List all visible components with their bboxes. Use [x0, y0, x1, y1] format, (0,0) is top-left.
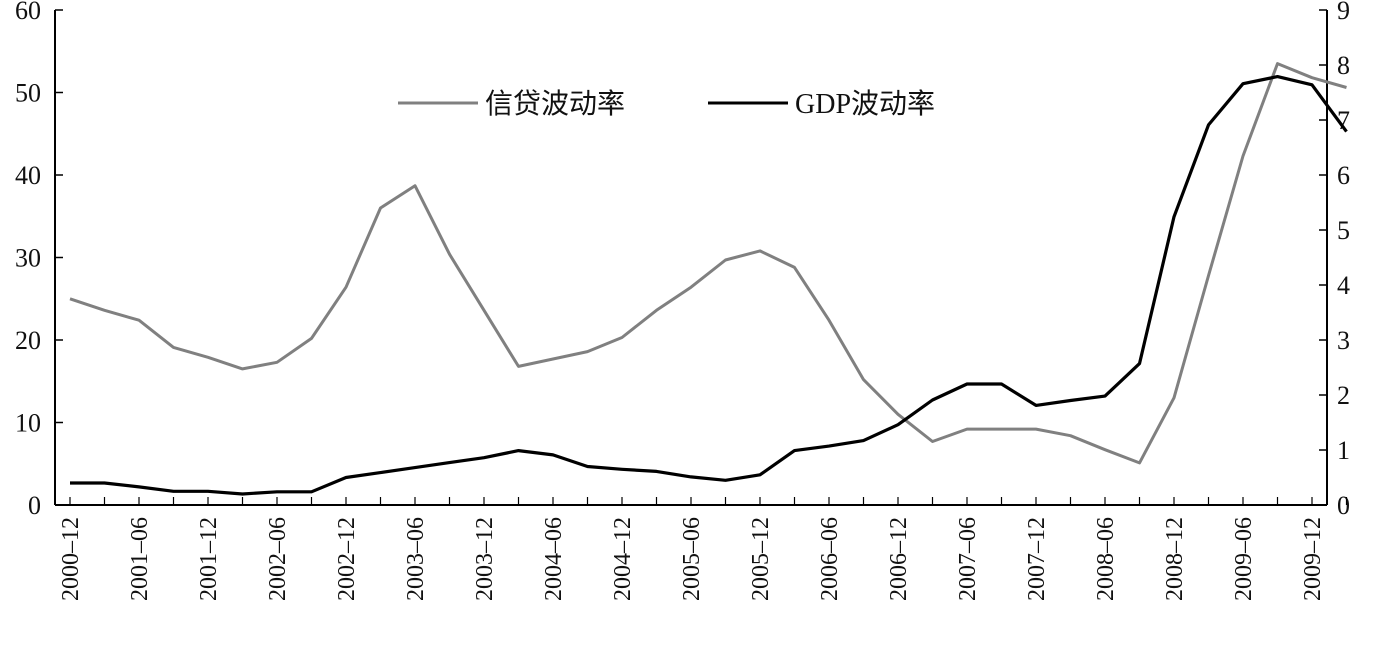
left-tick-label: 60: [15, 0, 41, 25]
right-tick-label: 5: [1337, 216, 1350, 245]
right-tick-label: 2: [1337, 381, 1350, 410]
x-tick-label: 2004–12: [610, 517, 636, 601]
x-tick-label: 2007–12: [1024, 517, 1050, 601]
x-tick-label: 2003–12: [472, 517, 498, 601]
x-tick-label: 2008–12: [1162, 517, 1188, 601]
legend-label: GDP波动率: [795, 88, 935, 120]
right-tick-label: 9: [1337, 0, 1350, 25]
left-tick-label: 40: [15, 161, 41, 190]
right-tick-label: 7: [1337, 106, 1350, 135]
right-tick-label: 8: [1337, 51, 1350, 80]
right-tick-label: 3: [1337, 326, 1350, 355]
left-tick-label: 0: [28, 491, 41, 520]
x-tick-label: 2000–12: [58, 517, 84, 601]
x-tick-label: 2002–06: [265, 517, 291, 601]
x-tick-label: 2009–12: [1300, 517, 1326, 601]
x-tick-label: 2004–06: [541, 517, 567, 601]
series-line-credit-volatility: [69, 62, 1347, 465]
right-tick-label: 0: [1337, 491, 1350, 520]
x-tick-label: 2005–12: [748, 517, 774, 601]
x-tick-label: 2005–06: [679, 517, 705, 601]
x-tick-label: 2008–06: [1093, 517, 1119, 601]
x-tick-label: 2002–12: [334, 517, 360, 601]
legend-label: 信贷波动率: [485, 88, 625, 120]
right-tick-label: 4: [1337, 271, 1350, 300]
x-tick-label: 2003–06: [403, 517, 429, 601]
left-tick-label: 20: [15, 326, 41, 355]
x-tick-label: 2009–06: [1231, 517, 1257, 601]
x-tick-label: 2007–06: [955, 517, 981, 601]
x-tick-label: 2006–12: [886, 517, 912, 601]
right-tick-label: 6: [1337, 161, 1350, 190]
x-tick-label: 2006–06: [817, 517, 843, 601]
x-tick-label: 2001–06: [127, 517, 153, 601]
right-tick-label: 1: [1337, 436, 1350, 465]
left-tick-label: 30: [15, 244, 41, 273]
series-line-gdp-volatility: [70, 74, 1348, 496]
left-tick-label: 50: [15, 79, 41, 108]
x-tick-label: 2001–12: [196, 517, 222, 601]
left-tick-label: 10: [15, 409, 41, 438]
